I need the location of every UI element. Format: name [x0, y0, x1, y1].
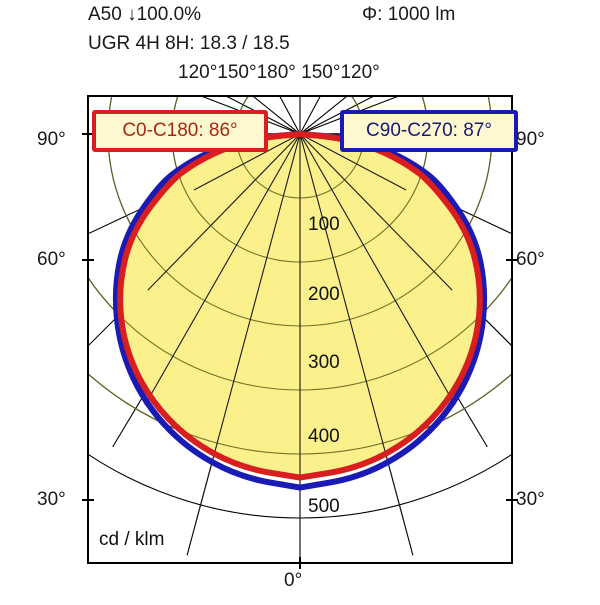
axis-label-left-60: 60° [37, 249, 66, 270]
legend-c90-c270: C90-C270: 87° [340, 110, 518, 152]
a50-annotation: A50 ↓100.0% [88, 4, 202, 25]
radial-label-300: 300 [308, 352, 340, 373]
axis-label-right-60: 60° [516, 249, 545, 270]
units-label: cd / klm [99, 529, 165, 550]
axis-label-left-30: 30° [37, 489, 66, 510]
axis-label-left-90: 90° [37, 129, 66, 150]
luminous-flux-annotation: Φ: 1000 lm [362, 4, 456, 25]
radial-label-200: 200 [308, 284, 340, 305]
curve-c0-c180 [117, 130, 483, 481]
legend-c90-c270-label: C90-C270: 87° [366, 120, 492, 141]
ugr-annotation: UGR 4H 8H: 18.3 / 18.5 [88, 33, 290, 54]
axis-label-right-90: 90° [516, 129, 545, 150]
legend-c0-c180: C0-C180: 86° [92, 110, 268, 152]
cplane-angle-labels: 120°150°180° 150°120° [178, 62, 380, 83]
legend-c0-c180-label: C0-C180: 86° [122, 120, 238, 141]
radial-label-400: 400 [308, 426, 340, 447]
radial-label-500: 500 [308, 496, 340, 517]
radial-label-100: 100 [308, 214, 340, 235]
axis-label-bottom-0: 0° [284, 570, 303, 591]
polar-grid [88, 96, 512, 563]
axis-label-right-30: 30° [516, 489, 545, 510]
